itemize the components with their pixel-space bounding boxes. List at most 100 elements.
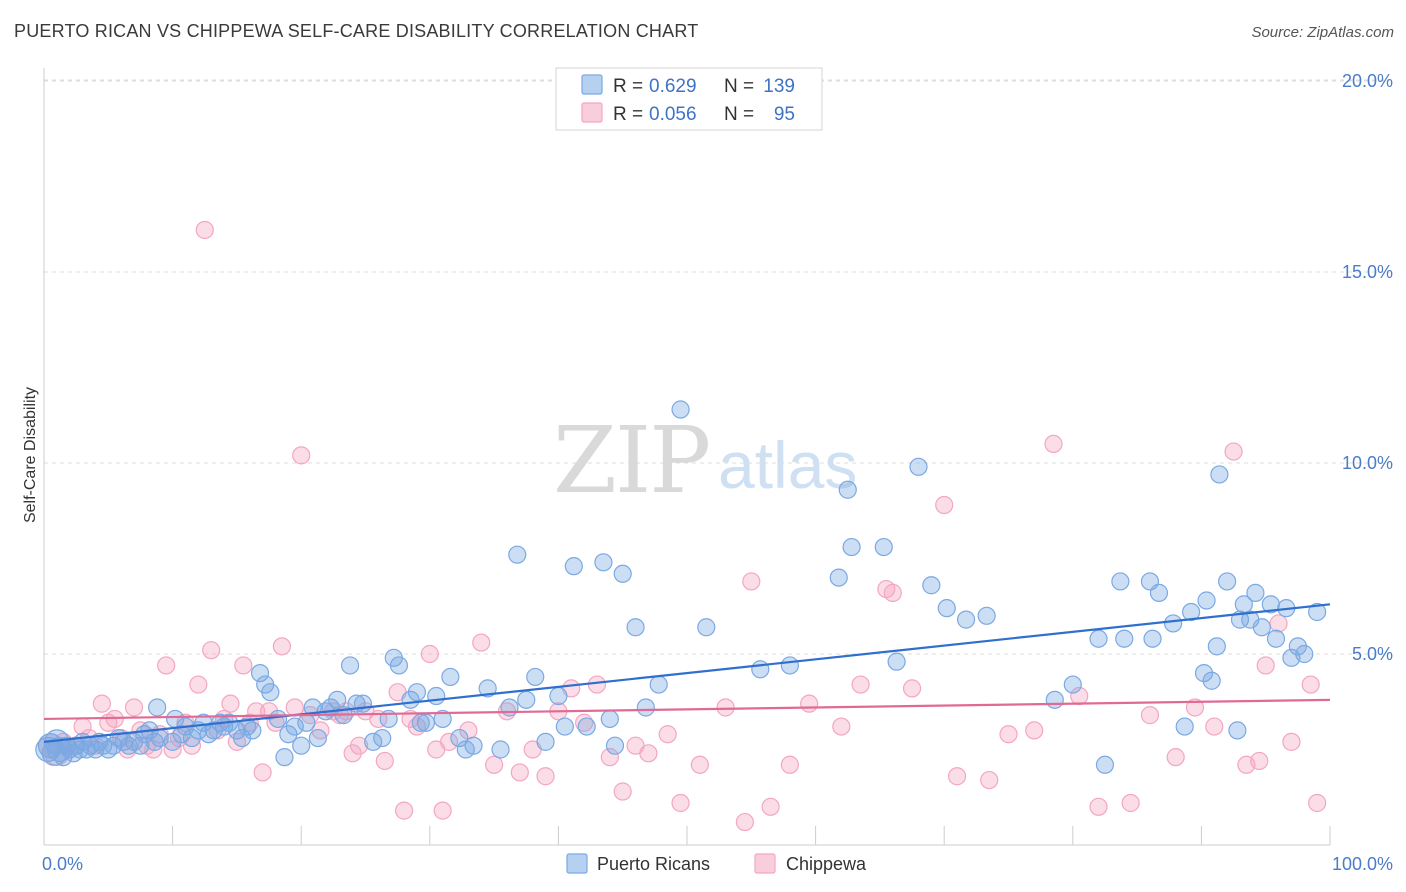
chippewa-point-93 (1089, 797, 1108, 816)
puerto-rican-point-47 (261, 683, 280, 702)
puerto-rican-point-100 (829, 568, 848, 587)
puerto-rican-point-140 (1308, 602, 1327, 622)
chippewa-point-74 (690, 755, 709, 774)
chippewa-point-48 (375, 751, 394, 771)
puerto-rican-point-113 (1095, 755, 1115, 774)
chippewa-point-72 (658, 725, 677, 744)
puerto-rican-point-67 (389, 656, 409, 675)
puerto-rican-point-134 (1261, 595, 1280, 614)
puerto-rican-point-50 (279, 725, 298, 744)
chippewa-point-85 (902, 679, 922, 698)
puerto-rican-point-118 (1149, 583, 1169, 602)
puerto-rican-point-119 (1164, 614, 1183, 633)
puerto-rican-point-60 (340, 656, 360, 675)
chippewa-point-99 (1224, 442, 1243, 461)
y-tick-label-1: 10.0% (1342, 453, 1393, 473)
chippewa-point-96 (1166, 748, 1185, 767)
chippewa-point-63 (536, 767, 555, 786)
puerto-rican-point-138 (1288, 637, 1307, 656)
puerto-rican-point-84 (536, 732, 555, 751)
chippewa-point-53 (420, 644, 439, 664)
puerto-rican-point-139 (1295, 644, 1314, 664)
puerto-rican-point-45 (250, 663, 270, 683)
source-label: Source: ZipAtlas.com (1251, 24, 1394, 41)
bottom-legend-swatch-pink (754, 853, 776, 874)
chippewa-point-18 (157, 656, 176, 675)
chippewa-point-67 (587, 675, 607, 694)
chippewa-point-50 (394, 801, 414, 820)
puerto-rican-point-88 (577, 717, 596, 736)
chippewa-point-97 (1185, 698, 1205, 717)
chippewa-point-77 (742, 572, 761, 591)
chippewa-point-82 (851, 675, 870, 694)
bottom-legend-swatch-blue (566, 853, 588, 874)
puerto-rican-point-82 (517, 690, 536, 709)
axes (43, 68, 1331, 846)
legend-r-label-1: R = (613, 76, 643, 97)
grid-lines (44, 79, 1390, 655)
puerto-rican-point-110 (1045, 690, 1064, 709)
puerto-rican-point-104 (887, 652, 906, 671)
x-tick-labels: 0.0% 100.0% (42, 854, 1393, 874)
chippewa-trend-line (43, 698, 1331, 721)
chippewa-point-91 (1044, 434, 1063, 453)
puerto-rican-point-95 (649, 675, 668, 694)
puerto-rican-point-77 (464, 736, 483, 755)
puerto-rican-point-93 (626, 618, 645, 637)
chippewa-point-55 (433, 801, 452, 820)
puerto-rican-point-128 (1228, 721, 1247, 740)
puerto-rican-point-62 (353, 694, 373, 713)
puerto-rican-point-97 (697, 618, 716, 637)
puerto-rican-point-107 (937, 599, 956, 618)
chippewa-point-71 (639, 744, 658, 763)
chippewa-point-69 (613, 782, 632, 801)
puerto-rican-point-71 (416, 713, 436, 732)
chippewa-point-79 (780, 755, 799, 774)
chippewa-points (37, 220, 1327, 832)
puerto-rican-point-127 (1218, 572, 1237, 591)
chippewa-point-68 (600, 748, 619, 767)
chippewa-point-90 (1025, 721, 1044, 740)
watermark: ZIP atlas (553, 407, 857, 514)
chippewa-point-104 (1282, 732, 1301, 751)
chippewa-point-28 (221, 694, 240, 713)
puerto-rican-point-108 (956, 610, 976, 629)
legend-n-label-1: N = (724, 76, 754, 97)
chippewa-point-38 (292, 446, 311, 465)
chippewa-point-81 (832, 717, 851, 736)
legend-swatch-pink (581, 102, 603, 123)
y-tick-label-2: 15.0% (1342, 262, 1393, 282)
chippewa-point-101 (1250, 751, 1269, 771)
puerto-rican-point-81 (508, 545, 527, 564)
puerto-rican-point-75 (450, 728, 469, 748)
chippewa-point-105 (1301, 675, 1320, 694)
chippewa-point-94 (1121, 793, 1140, 813)
chippewa-point-45 (349, 736, 369, 755)
chippewa-point-84 (883, 583, 902, 602)
puerto-rican-point-44 (243, 721, 262, 740)
puerto-rican-point-42 (232, 728, 252, 748)
bottom-legend-label-1: Puerto Ricans (597, 854, 710, 874)
chippewa-point-73 (671, 793, 690, 813)
puerto-rican-point-135 (1266, 629, 1286, 648)
bottom-legend-label-2: Chippewa (786, 854, 867, 874)
puerto-rican-point-49 (275, 748, 294, 767)
puerto-rican-point-98 (751, 660, 770, 679)
puerto-rican-point-23 (131, 736, 150, 755)
puerto-rican-point-111 (1063, 675, 1082, 694)
puerto-rican-point-126 (1210, 465, 1229, 484)
chippewa-point-24 (195, 220, 214, 240)
puerto-rican-point-106 (922, 576, 941, 595)
chippewa-point-36 (272, 637, 292, 656)
chippewa-point-33 (253, 763, 272, 782)
chippewa-point-89 (999, 725, 1018, 744)
puerto-rican-point-105 (909, 457, 928, 476)
puerto-rican-point-124 (1202, 671, 1221, 690)
puerto-rican-point-48 (268, 709, 288, 729)
puerto-rican-point-114 (1111, 572, 1130, 591)
legend-swatch-blue (581, 74, 603, 95)
chippewa-point-95 (1140, 706, 1160, 725)
x-tick-label-1: 100.0% (1332, 854, 1393, 874)
chippewa-point-86 (935, 495, 954, 515)
puerto-rican-point-37 (204, 721, 223, 740)
